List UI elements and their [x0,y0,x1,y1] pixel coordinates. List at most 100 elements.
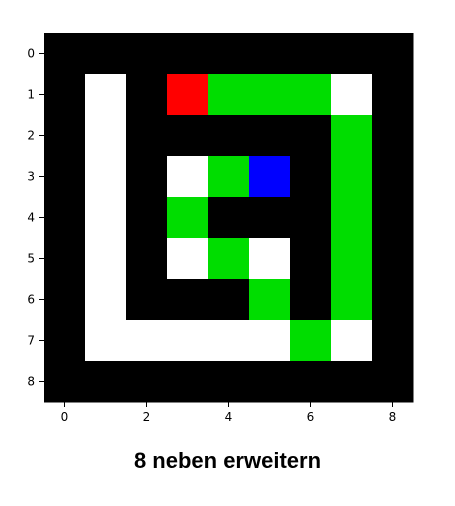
grid-cell [331,361,373,403]
grid-cell [85,320,127,362]
grid-cell [85,33,127,75]
grid-cell [208,115,250,157]
grid-cell [85,156,127,198]
grid-cell [372,279,414,321]
grid-cell [126,156,168,198]
y-tick-label: 8 [27,375,35,389]
grid-cell [290,361,332,403]
grid-cell [167,320,209,362]
grid-cell [249,33,291,75]
caption-title: 8 neben erweitern [133,448,322,473]
grid-cell [208,279,250,321]
grid-cell [290,33,332,75]
grid-cell [372,156,414,198]
grid-cell [126,238,168,280]
x-axis: 0 2 4 6 8 [61,402,397,424]
grid-cell [249,74,291,116]
grid-cell [208,197,250,239]
y-tick-label: 2 [27,129,35,143]
grid-cell [290,115,332,157]
y-tick-label: 6 [27,293,35,307]
grid-cell [372,74,414,116]
grid-cell [126,74,168,116]
grid-figure: 0 2 4 6 8 0 1 2 3 4 5 6 7 8 [27,33,414,424]
grid-cell [331,115,373,157]
y-tick-label: 5 [27,252,35,266]
grid-cell [208,361,250,403]
grid-cell [167,33,209,75]
grid-cell [372,197,414,239]
grid-cells [44,33,414,403]
y-tick-label: 0 [27,47,35,61]
grid-cell [167,279,209,321]
grid-cell [249,156,291,198]
y-tick-label: 4 [27,211,35,225]
grid-cell [167,238,209,280]
grid-cell [331,197,373,239]
grid-cell [249,197,291,239]
grid-cell [249,238,291,280]
grid-cell [126,279,168,321]
grid-cell [44,361,86,403]
grid-cell [331,74,373,116]
grid-cell [167,74,209,116]
grid-cell [372,33,414,75]
grid-cell [85,197,127,239]
grid-cell [331,238,373,280]
grid-cell [85,115,127,157]
grid-cell [85,361,127,403]
y-axis: 0 1 2 3 4 5 6 7 8 [27,47,44,389]
x-tick-label: 8 [389,410,397,424]
grid-cell [249,361,291,403]
grid-cell [372,115,414,157]
grid-cell [290,74,332,116]
grid-cell [208,74,250,116]
grid-cell [167,361,209,403]
grid-cell [44,115,86,157]
grid-cell [44,74,86,116]
grid-cell [126,33,168,75]
grid-cell [208,320,250,362]
y-tick-label: 3 [27,170,35,184]
grid-cell [331,33,373,75]
grid-cell [290,197,332,239]
grid-cell [331,320,373,362]
grid-cell [208,156,250,198]
grid-cell [372,238,414,280]
x-tick-label: 0 [61,410,69,424]
grid-cell [44,320,86,362]
y-tick-label: 1 [27,88,35,102]
x-tick-label: 2 [143,410,151,424]
grid-cell [331,279,373,321]
grid-cell [290,320,332,362]
grid-cell [85,279,127,321]
grid-cell [44,33,86,75]
grid-cell [85,74,127,116]
grid-cell [167,197,209,239]
grid-cell [208,33,250,75]
grid-cell [290,279,332,321]
grid-cell [167,115,209,157]
grid-cell [372,320,414,362]
grid-cell [372,361,414,403]
grid-cell [126,115,168,157]
grid-cell [290,238,332,280]
x-tick-label: 6 [307,410,315,424]
grid-cell [44,197,86,239]
grid-cell [249,115,291,157]
grid-cell [249,279,291,321]
grid-cell [85,238,127,280]
grid-cell [331,156,373,198]
grid-cell [208,238,250,280]
grid-cell [290,156,332,198]
grid-cell [126,320,168,362]
y-tick-label: 7 [27,334,35,348]
grid-cell [126,197,168,239]
grid-cell [167,156,209,198]
grid-cell [249,320,291,362]
x-tick-label: 4 [225,410,233,424]
grid-cell [44,279,86,321]
grid-cell [44,238,86,280]
grid-cell [126,361,168,403]
grid-cell [44,156,86,198]
